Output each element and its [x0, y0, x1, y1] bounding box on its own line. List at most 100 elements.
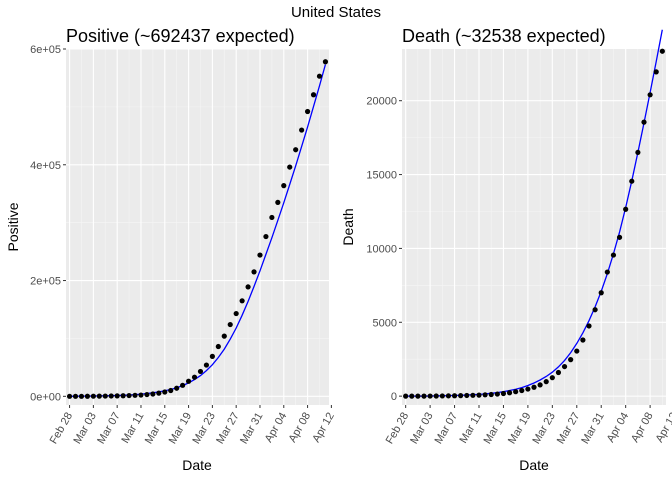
- x-tick-label: Mar 19: [506, 411, 534, 447]
- y-ticks-positive: 0e+00 2e+05 4e+05 6e+05: [30, 44, 66, 403]
- x-tick-label: Mar 03: [408, 411, 436, 447]
- data-point: [316, 73, 323, 79]
- x-tick-label: Apr 04: [263, 411, 290, 445]
- data-point: [659, 48, 665, 54]
- data-point: [322, 59, 329, 65]
- data-point: [203, 362, 210, 368]
- data-point: [245, 284, 251, 290]
- x-tick-label: Apr 12: [310, 411, 337, 445]
- y-tick-label: 5000: [373, 317, 397, 329]
- x-tick-label: Apr 08: [287, 411, 314, 445]
- data-point: [409, 393, 415, 399]
- data-point: [108, 393, 114, 399]
- x-tick-label: Mar 23: [530, 411, 558, 447]
- points-positive: [66, 59, 329, 399]
- data-point: [421, 393, 427, 399]
- data-point: [162, 389, 168, 395]
- data-point: [574, 348, 580, 354]
- data-point: [197, 368, 204, 375]
- x-tick-label: Mar 27: [555, 411, 583, 447]
- data-point: [174, 385, 180, 391]
- x-tick-label: Mar 15: [482, 411, 510, 447]
- x-tick-label: Mar 07: [433, 411, 461, 447]
- data-point: [494, 391, 500, 397]
- data-point: [126, 392, 132, 399]
- x-tick-label: Apr 04: [605, 411, 632, 445]
- y-tick-label: 4e+05: [30, 160, 61, 172]
- data-point: [191, 374, 198, 380]
- data-point: [233, 310, 239, 317]
- y-tick-label: 15000: [366, 170, 397, 182]
- data-point: [476, 392, 482, 398]
- data-point: [102, 393, 108, 399]
- data-point: [84, 393, 91, 399]
- data-point: [403, 393, 409, 399]
- data-point: [458, 393, 464, 399]
- data-point: [275, 199, 281, 205]
- data-point: [506, 390, 513, 396]
- x-axis-label-death: Date: [519, 457, 549, 473]
- data-point: [470, 392, 476, 398]
- data-point: [269, 214, 275, 221]
- data-point: [257, 252, 263, 258]
- y-ticks-death: 0 5000 10000 15000 20000: [366, 96, 402, 403]
- data-point: [96, 393, 102, 399]
- data-point: [598, 290, 604, 296]
- data-point: [156, 390, 162, 396]
- data-point: [215, 343, 221, 350]
- data-point: [445, 393, 452, 399]
- data-point: [427, 393, 433, 399]
- data-point: [482, 392, 488, 398]
- data-point: [150, 391, 156, 397]
- grid-positive: [66, 48, 332, 405]
- y-tick-label: 0e+00: [30, 391, 61, 403]
- y-tick-label: 6e+05: [30, 44, 61, 56]
- data-point: [304, 108, 311, 115]
- data-point: [433, 393, 439, 399]
- data-point: [653, 69, 659, 75]
- plot-area-positive: [66, 49, 329, 405]
- data-point: [287, 164, 293, 170]
- y-tick-label: 10000: [366, 243, 397, 255]
- y-tick-label: 0: [391, 391, 397, 403]
- data-point: [647, 92, 653, 98]
- x-axis-label-positive: Date: [182, 457, 212, 473]
- x-tick-label: Mar 31: [238, 411, 266, 447]
- x-tick-label: Mar 07: [95, 411, 123, 447]
- data-point: [114, 393, 120, 399]
- plot-area-death: [402, 49, 666, 405]
- data-point: [549, 375, 555, 381]
- x-tick-label: Feb 28: [384, 411, 412, 447]
- data-point: [138, 392, 144, 398]
- data-point: [310, 92, 317, 98]
- data-point: [561, 363, 568, 370]
- data-point: [281, 183, 287, 189]
- data-point: [488, 391, 494, 398]
- data-point: [568, 357, 574, 363]
- data-point: [623, 206, 629, 212]
- data-point: [525, 386, 531, 392]
- data-point: [451, 393, 458, 399]
- data-point: [251, 269, 257, 275]
- data-point: [263, 233, 269, 240]
- y-tick-label: 2e+05: [30, 276, 61, 288]
- data-point: [299, 127, 305, 133]
- data-point: [604, 269, 610, 275]
- data-point: [90, 393, 96, 399]
- data-point: [592, 307, 598, 313]
- grid-death: [402, 49, 666, 405]
- data-point: [519, 387, 525, 394]
- data-point: [543, 379, 549, 385]
- data-point: [168, 387, 174, 394]
- data-point: [239, 298, 245, 304]
- chart-title-positive: Positive (~692437 expected): [66, 26, 295, 46]
- data-point: [537, 382, 543, 388]
- data-point: [120, 393, 126, 399]
- points-death: [403, 48, 665, 399]
- data-point: [293, 147, 299, 153]
- data-point: [635, 149, 641, 156]
- x-tick-label: Apr 08: [629, 411, 656, 445]
- data-point: [415, 393, 421, 399]
